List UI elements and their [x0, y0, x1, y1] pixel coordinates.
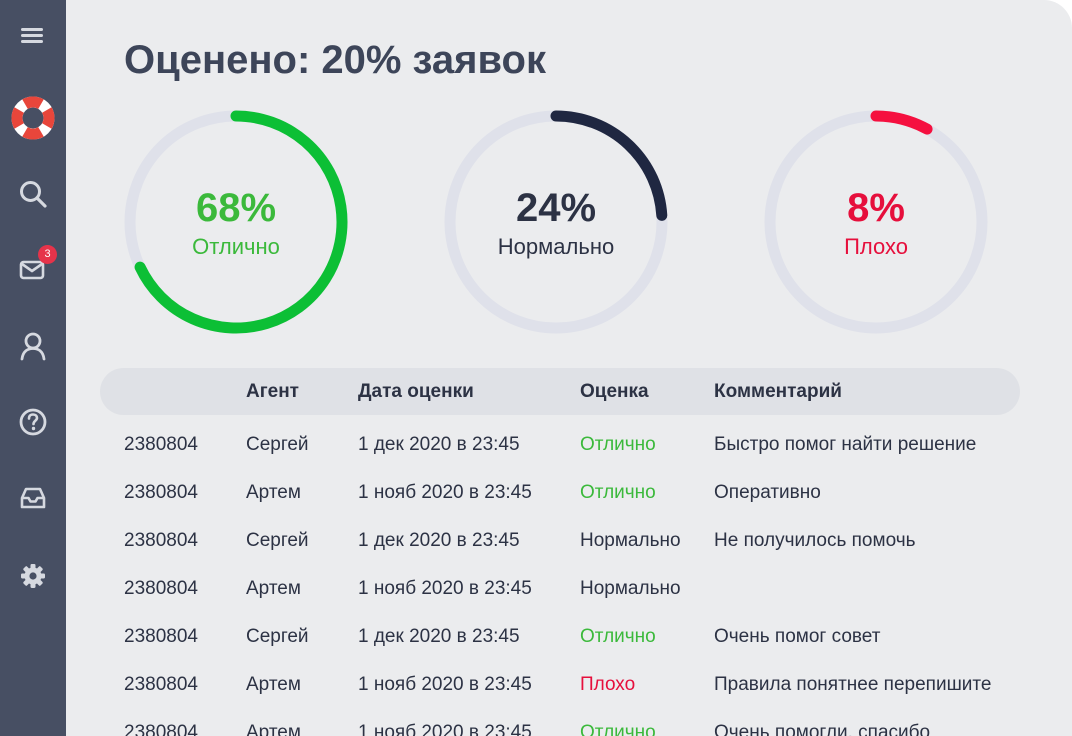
cell-date: 1 дек 2020 в 23:45	[358, 434, 520, 455]
question-icon	[19, 408, 47, 436]
cell-id: 2380804	[124, 722, 198, 736]
cell-agent: Артем	[246, 482, 301, 503]
stat-value: 24%	[515, 186, 597, 230]
progress-arc	[134, 110, 348, 334]
cell-rating: Нормально	[580, 530, 681, 551]
inbox-icon	[20, 487, 46, 509]
search-icon	[20, 181, 47, 208]
cell-date: 1 нояб 2020 в 23:45	[358, 674, 532, 695]
cell-comment: Не получилось помочь	[714, 530, 916, 551]
support-button[interactable]	[0, 95, 66, 141]
table-row[interactable]: 2380804 Артем 1 нояб 2020 в 23:45 Плохо Прав…	[100, 661, 1060, 709]
stat-bad: 8% Плохо	[764, 110, 988, 334]
cell-agent: Сергей	[246, 626, 309, 647]
column-header-rating[interactable]: Оценка	[580, 381, 649, 402]
cell-agent: Сергей	[246, 530, 309, 551]
column-header-date[interactable]: Дата оценки	[358, 381, 474, 402]
gear-icon	[21, 564, 45, 588]
stat-value: 8%	[847, 186, 905, 230]
stat-excellent: 68% Отлично	[124, 110, 348, 334]
sidebar: 3	[0, 0, 66, 736]
menu-button[interactable]	[0, 13, 66, 59]
stat-label: Отлично	[192, 234, 280, 259]
user-icon	[20, 332, 46, 361]
mail-icon	[19, 260, 45, 280]
table-header: Агент Дата оценки Оценка Комментарий	[100, 368, 1020, 415]
mail-button[interactable]: 3	[0, 245, 66, 293]
cell-rating: Отлично	[580, 434, 656, 455]
table-row[interactable]: 2380804 Сергей 1 дек 2020 в 23:45 Отлично Оч…	[100, 613, 1060, 661]
profile-button[interactable]	[0, 323, 66, 369]
cell-id: 2380804	[124, 674, 198, 695]
cell-comment: Очень помог совет	[714, 626, 881, 647]
progress-arc	[870, 110, 933, 135]
search-button[interactable]	[0, 171, 66, 217]
cell-id: 2380804	[124, 434, 198, 455]
inbox-button[interactable]	[0, 475, 66, 521]
cell-date: 1 нояб 2020 в 23:45	[358, 578, 532, 599]
table-row[interactable]: 2380804 Артем 1 нояб 2020 в 23:45 Нормально	[100, 565, 1060, 613]
cell-rating: Нормально	[580, 578, 681, 599]
column-header-agent[interactable]: Агент	[246, 381, 299, 402]
cell-date: 1 дек 2020 в 23:45	[358, 626, 520, 647]
column-header-comment[interactable]: Комментарий	[714, 381, 842, 402]
table-row[interactable]: 2380804 Сергей 1 дек 2020 в 23:45 Нормально…	[100, 517, 1060, 565]
cell-rating: Отлично	[580, 626, 656, 647]
mail-badge: 3	[38, 245, 57, 264]
cell-id: 2380804	[124, 530, 198, 551]
cell-id: 2380804	[124, 578, 198, 599]
cell-id: 2380804	[124, 626, 198, 647]
table-row[interactable]: 2380804 Артем 1 нояб 2020 в 23:45 Отлично Оч…	[100, 709, 1060, 736]
settings-button[interactable]	[0, 553, 66, 599]
table-row[interactable]: 2380804 Сергей 1 дек 2020 в 23:45 Отлично Бы…	[100, 421, 1060, 469]
progress-ring	[124, 110, 348, 334]
lifebuoy-icon	[11, 96, 55, 140]
stat-value: 68%	[195, 186, 277, 230]
cell-comment: Быстро помог найти решение	[714, 434, 977, 455]
hamburger-menu-icon	[21, 28, 43, 43]
help-button[interactable]	[0, 399, 66, 445]
cell-agent: Артем	[246, 722, 301, 736]
cell-date: 1 дек 2020 в 23:45	[358, 530, 520, 551]
cell-comment: Оперативно	[714, 482, 821, 503]
cell-agent: Артем	[246, 674, 301, 695]
cell-comment: Правила понятнее перепишите	[714, 674, 992, 695]
stat-normal: 24% Нормально	[444, 110, 668, 334]
page-title: Оценено: 20% заявок	[124, 38, 547, 82]
cell-agent: Сергей	[246, 434, 309, 455]
cell-rating: Отлично	[580, 722, 656, 736]
progress-ring	[444, 110, 668, 334]
cell-comment: Очень помогли, спасибо	[714, 722, 931, 736]
cell-agent: Артем	[246, 578, 301, 599]
cell-rating: Плохо	[580, 674, 636, 695]
progress-ring	[764, 110, 988, 334]
stat-label: Нормально	[497, 234, 615, 259]
stat-label: Плохо	[844, 234, 908, 259]
cell-date: 1 нояб 2020 в 23:45	[358, 722, 532, 736]
table-row[interactable]: 2380804 Артем 1 нояб 2020 в 23:45 Отлично Оп…	[100, 469, 1060, 517]
progress-arc	[550, 110, 668, 221]
cell-id: 2380804	[124, 482, 198, 503]
cell-date: 1 нояб 2020 в 23:45	[358, 482, 532, 503]
cell-rating: Отлично	[580, 482, 656, 503]
